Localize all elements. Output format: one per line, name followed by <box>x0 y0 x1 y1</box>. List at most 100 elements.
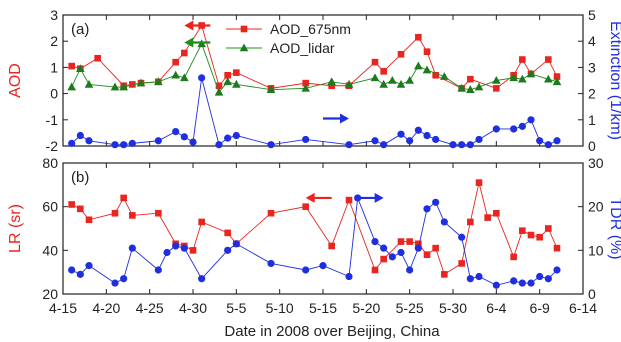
data-point <box>553 244 561 252</box>
y-tick-label-right: 20 <box>588 199 604 215</box>
y-axis-title-left: AOD <box>7 63 24 98</box>
data-point <box>406 266 414 274</box>
data-point <box>475 272 483 281</box>
x-tick-label: 5-30 <box>439 300 467 316</box>
data-point <box>544 74 553 83</box>
data-point <box>432 71 439 79</box>
x-tick-label: 5-10 <box>266 300 294 316</box>
data-point <box>466 85 475 93</box>
data-point <box>466 275 474 283</box>
data-point <box>129 81 136 88</box>
data-point <box>380 141 388 149</box>
data-point <box>484 214 491 221</box>
data-point <box>214 87 224 96</box>
data-point <box>302 135 310 144</box>
y-tick-label-left: 20 <box>42 286 58 302</box>
data-point <box>458 233 466 241</box>
data-point <box>267 259 275 268</box>
data-point <box>224 71 231 79</box>
data-point <box>518 74 527 83</box>
data-point <box>266 85 276 93</box>
data-point <box>510 253 517 261</box>
data-point <box>128 139 136 147</box>
data-point <box>84 79 94 88</box>
legend-label: AOD_lidar <box>270 40 335 56</box>
data-point <box>180 244 188 252</box>
y-tick-label-left: 40 <box>42 242 58 258</box>
data-point <box>509 73 518 82</box>
data-point <box>233 69 240 76</box>
y-tick-label-left: 1 <box>50 59 58 75</box>
data-point <box>328 82 335 90</box>
x-tick-label: 4-25 <box>136 300 164 316</box>
data-point <box>553 73 561 80</box>
data-point <box>414 61 423 70</box>
data-point <box>449 141 457 149</box>
data-point <box>68 62 75 70</box>
data-point <box>527 279 535 287</box>
y-tick-label-right: 30 <box>588 155 604 171</box>
x-tick-label: 5-15 <box>309 300 337 316</box>
x-tick-label: 6-14 <box>569 300 597 316</box>
arrow-head <box>184 37 194 48</box>
data-point <box>371 238 379 246</box>
data-point <box>171 70 180 79</box>
data-point <box>379 79 388 88</box>
data-point <box>85 262 93 270</box>
data-point <box>423 48 431 55</box>
data-point <box>458 141 466 149</box>
data-point <box>181 49 188 57</box>
data-point <box>68 139 76 147</box>
data-point <box>128 244 136 252</box>
series-line-aod_lidar <box>71 42 558 94</box>
data-point <box>189 138 197 146</box>
data-point <box>345 196 353 204</box>
data-point <box>180 73 189 82</box>
data-point <box>111 279 119 287</box>
x-tick-label: 4-30 <box>179 300 207 316</box>
x-tick-label: 5-25 <box>396 300 424 316</box>
data-point <box>552 77 562 86</box>
data-point <box>328 242 335 250</box>
y-tick-label-right: 3 <box>588 59 596 75</box>
y-tick-label-left: 80 <box>42 155 58 171</box>
y-tick-label-right: 10 <box>588 242 604 258</box>
data-point <box>415 240 422 248</box>
data-point <box>415 33 422 41</box>
data-point <box>440 218 448 226</box>
data-point <box>466 141 474 149</box>
data-point <box>526 69 536 78</box>
y-tick-label-left: -2 <box>46 138 59 154</box>
data-point <box>370 73 380 82</box>
data-point <box>267 209 275 217</box>
data-point <box>380 68 387 75</box>
x-axis: 4-15 4-20 4-25 4-30 5-5 5-10 5-15 5-20 5-25 5-30 6… <box>49 300 597 316</box>
data-point <box>189 247 197 254</box>
data-point <box>224 246 232 254</box>
x-tick-label: 6-9 <box>530 300 550 316</box>
data-point <box>519 56 526 63</box>
data-point <box>120 194 127 202</box>
data-point <box>440 72 449 80</box>
data-point <box>397 248 405 257</box>
data-point <box>493 85 500 92</box>
data-point <box>536 233 543 241</box>
data-point <box>85 216 93 224</box>
series-line-lr <box>71 182 558 276</box>
data-point <box>232 79 241 88</box>
data-point <box>518 279 526 287</box>
y-axis-title-right: Extinction (1/km) <box>607 21 621 140</box>
data-point <box>85 137 93 145</box>
y-tick-label-left: 2 <box>50 33 58 49</box>
y-tick-label-right: 5 <box>588 7 596 23</box>
data-point <box>475 179 483 186</box>
data-point <box>76 270 84 278</box>
data-point <box>396 79 406 88</box>
data-point <box>406 137 414 145</box>
data-point <box>423 205 431 213</box>
data-point <box>215 141 223 149</box>
data-point <box>111 209 119 217</box>
x-tick-label: 5-20 <box>352 300 380 316</box>
data-point <box>327 77 336 86</box>
data-point <box>544 275 552 283</box>
